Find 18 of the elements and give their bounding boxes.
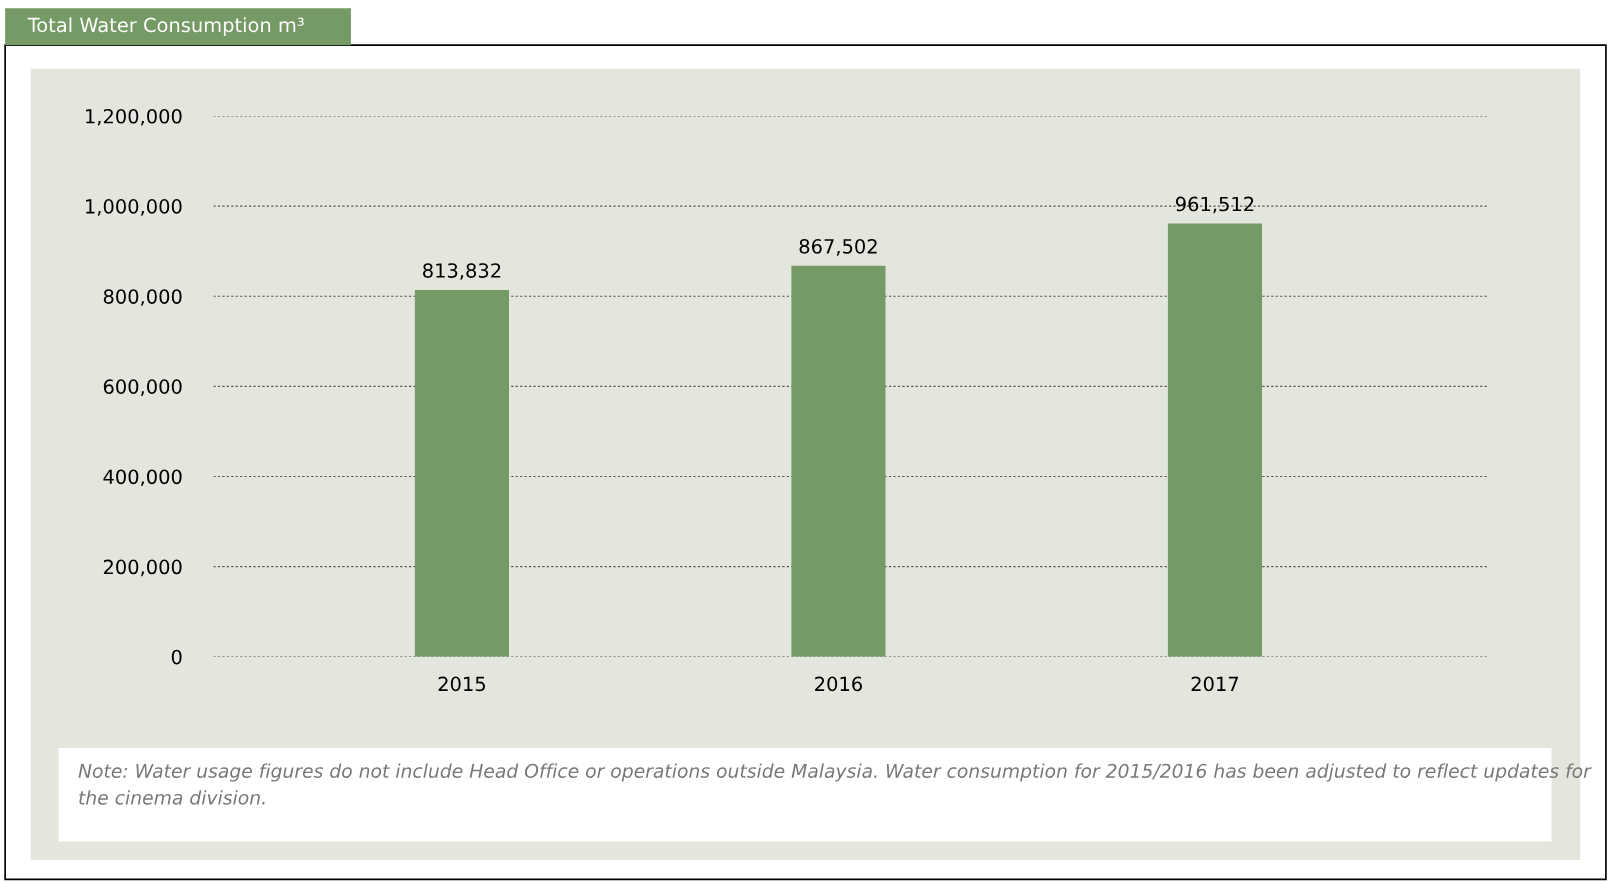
data-label: 813,832 xyxy=(423,263,501,280)
text: Note: Water usage figures do not include Head Office or operations outside Malaysia. Water consumption for 2015/2016 has been adjusted to reflect updates for the cinema division. xyxy=(78,763,1592,805)
x-tick-label: 2016 xyxy=(815,676,862,692)
y-tick-label: 800,000 xyxy=(103,289,182,306)
x-tick-label: 2015 xyxy=(438,676,485,692)
chart-title: Total Water Consumption m³ xyxy=(27,17,304,37)
bar xyxy=(414,289,509,657)
y-tick-label: 1,000,000 xyxy=(86,199,182,216)
y-tick-label: 600,000 xyxy=(103,379,182,396)
y-tick-label: 200,000 xyxy=(103,559,182,577)
bar xyxy=(791,265,886,657)
y-tick-label: 400,000 xyxy=(103,469,182,487)
y-tick-label: 1,200,000 xyxy=(86,108,182,126)
data-label: 961,512 xyxy=(1175,196,1254,214)
bar xyxy=(1167,223,1263,657)
data-label: 867,502 xyxy=(799,238,877,256)
x-tick-label: 2017 xyxy=(1191,676,1239,692)
y-tick-label: 0 xyxy=(171,649,182,665)
